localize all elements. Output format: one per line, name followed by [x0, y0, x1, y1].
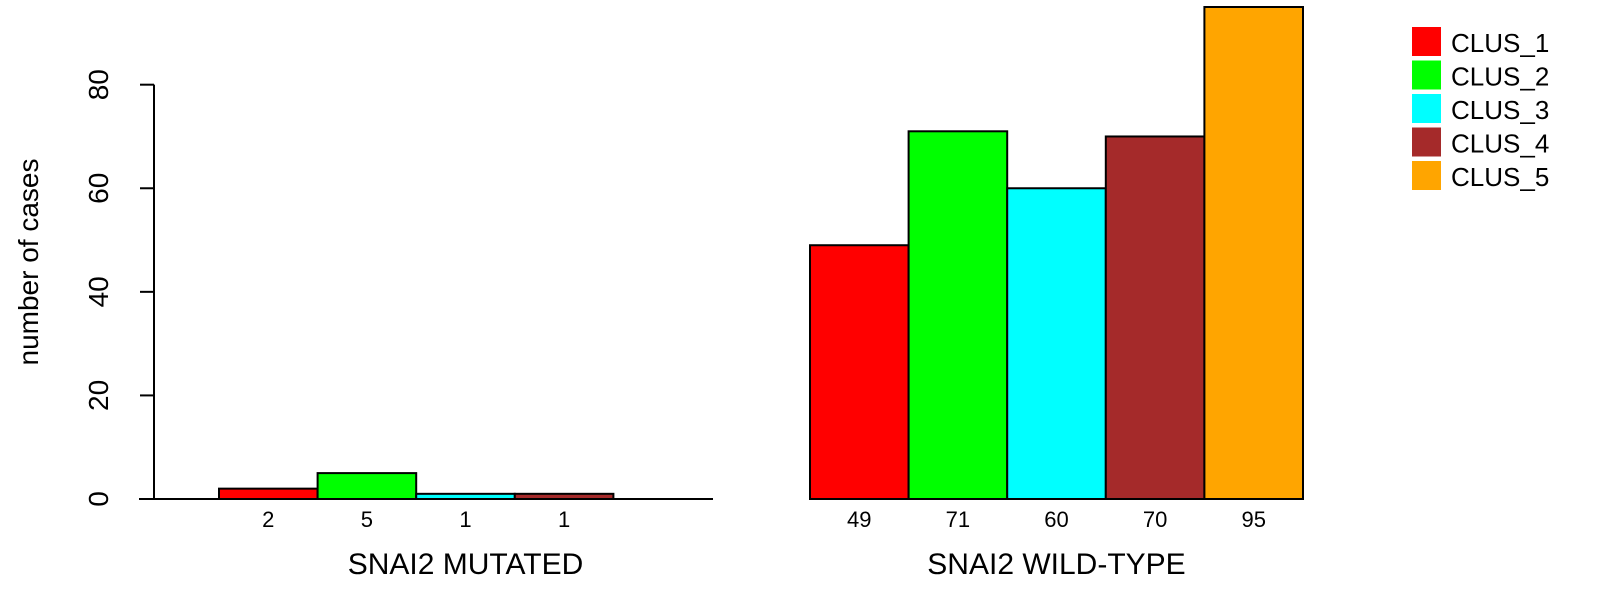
legend-entry: CLUS_2: [1451, 62, 1549, 92]
bars: 2 5 1 1 49 71 60 70 95: [139, 6, 1305, 532]
value-label: 71: [946, 507, 970, 532]
y-tick-label: 20: [83, 380, 114, 411]
bar-clus_1: [809, 244, 910, 500]
y-tick-label: 0: [83, 491, 114, 507]
legend-entry: CLUS_4: [1451, 129, 1549, 159]
legend-swatch: [1412, 94, 1441, 123]
y-tick-label: 40: [83, 276, 114, 307]
legend-swatch: [1412, 161, 1441, 190]
bar-clus_3: [415, 492, 516, 500]
value-label: 5: [361, 507, 373, 532]
value-label: 49: [847, 507, 871, 532]
bar-clus_1: [218, 487, 319, 501]
legend-swatch: [1412, 127, 1441, 157]
bar-clus_3: [1006, 187, 1107, 500]
bar-clus_4: [513, 492, 615, 500]
group-labels: SNAI2 MUTATED SNAI2 WILD-TYPE: [348, 548, 1186, 581]
value-label: 1: [558, 507, 570, 532]
bar-clus_2: [907, 130, 1009, 500]
y-axis: 0 20 40 60 80: [83, 69, 155, 507]
group-label: SNAI2 WILD-TYPE: [927, 548, 1185, 581]
legend-entry: CLUS_1: [1451, 28, 1549, 58]
bar-clus_5: [1203, 6, 1305, 500]
value-label: 95: [1241, 507, 1265, 532]
y-axis-label: number of cases: [13, 159, 44, 366]
group-label: SNAI2 MUTATED: [348, 548, 584, 581]
value-label: 70: [1143, 507, 1167, 532]
legend-swatch: [1412, 27, 1441, 56]
bar-clus_2: [316, 472, 418, 500]
y-tick-label: 80: [83, 69, 114, 100]
value-label: 1: [459, 507, 471, 532]
legend-entry: CLUS_3: [1451, 95, 1549, 125]
y-tick-label: 60: [83, 173, 114, 204]
bar-clus_4: [1104, 135, 1206, 500]
legend-swatch: [1412, 60, 1441, 90]
legend-entry: CLUS_5: [1451, 162, 1549, 192]
value-label: 2: [262, 507, 274, 532]
value-label: 60: [1044, 507, 1068, 532]
